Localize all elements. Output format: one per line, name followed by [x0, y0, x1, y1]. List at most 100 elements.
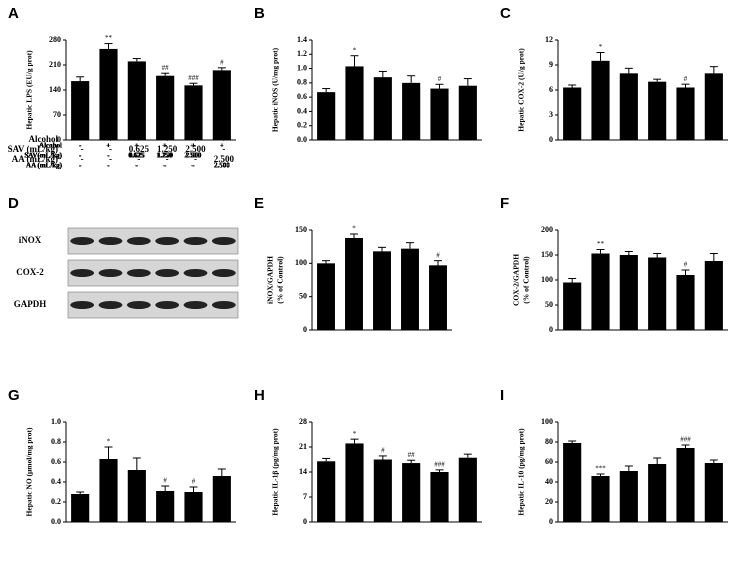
treatment-value: +: [190, 142, 194, 150]
treatment-label: SAV(mL/kg): [24, 152, 62, 160]
treatment-value: +: [220, 142, 224, 150]
treatment-label: Alcohol: [39, 142, 62, 150]
y-tick-label: 0.2: [297, 121, 307, 130]
y-tick-label: 0: [303, 325, 307, 334]
treatment-value: 0.625: [128, 152, 144, 160]
treatment-value: 2.500: [186, 152, 202, 160]
y-tick-label: 1.2: [297, 49, 307, 58]
treatment-value: -: [136, 162, 139, 170]
y-tick-label: 0.2: [51, 497, 61, 506]
treatment-value: 2.500: [214, 162, 230, 170]
significance-label: #: [684, 75, 688, 83]
treatment-value: 2.500: [186, 152, 202, 160]
panel-label: E: [254, 195, 264, 212]
treatment-value: +: [107, 142, 111, 150]
y-tick-label: 150: [295, 225, 307, 234]
treatment-value: -: [79, 162, 82, 170]
bar: [402, 463, 421, 522]
bar: [430, 88, 449, 140]
band-label: GAPDH: [14, 299, 47, 309]
bar: [345, 443, 364, 522]
y-axis-label: (% of Control): [276, 256, 285, 304]
treatment-value: +: [135, 142, 139, 150]
treatment-value: -: [136, 162, 139, 170]
bar: [317, 263, 335, 330]
treatment-value: -: [136, 162, 139, 170]
treatment-value: -: [79, 142, 82, 150]
y-tick-label: 6: [549, 85, 553, 94]
y-tick-label: 14: [299, 467, 307, 476]
treatment-label: SAV(mL/kg): [24, 152, 62, 160]
blot-band: [98, 237, 123, 245]
treatment-label: Alcohol: [39, 142, 62, 150]
treatment-value: -: [79, 142, 82, 150]
treatment-value: -: [107, 152, 110, 160]
y-tick-label: 50: [545, 300, 553, 309]
panel-label: A: [8, 5, 19, 22]
bar: [704, 73, 723, 140]
significance-label: ##: [162, 64, 170, 72]
treatment-value: 2.500: [186, 152, 202, 160]
blot-band: [211, 301, 236, 309]
treatment-label: SAV(mL/kg): [24, 152, 62, 160]
treatment-label: Alcohol: [39, 142, 62, 150]
significance-label: ***: [595, 465, 606, 473]
bar: [373, 459, 392, 522]
treatment-value: 1.250: [157, 144, 178, 154]
blot-band: [183, 237, 208, 245]
y-tick-label: 280: [49, 35, 61, 44]
bar: [704, 463, 723, 522]
bar: [619, 255, 638, 330]
bar: [71, 494, 90, 522]
blot-band: [98, 301, 123, 309]
treatment-label: Alcohol: [39, 142, 62, 150]
treatment-value: 1.250: [157, 152, 173, 160]
treatment-value: 0.625: [129, 152, 145, 160]
treatment-value: -: [79, 162, 82, 170]
treatment-value: 1.250: [157, 152, 173, 160]
treatment-value: +: [135, 142, 139, 150]
treatment-value: 1.250: [157, 152, 173, 160]
significance-label: *: [353, 46, 357, 54]
treatment-label: AA (mL/kg): [26, 162, 63, 170]
bar: [648, 81, 667, 140]
treatment-value: -: [221, 152, 224, 160]
treatment-value: -: [81, 134, 84, 144]
treatment-value: +: [107, 142, 111, 150]
significance-label: ###: [188, 74, 199, 82]
treatment-value: +: [192, 142, 196, 150]
bar: [676, 87, 695, 140]
bar: [563, 87, 582, 140]
bar: [402, 82, 421, 140]
y-tick-label: 100: [541, 417, 553, 426]
treatment-label: SAV(mL/kg): [24, 152, 62, 160]
bar: [156, 75, 175, 140]
treatment-value: -: [135, 162, 138, 170]
significance-label: ##: [408, 451, 416, 459]
treatment-value: 1.250: [157, 152, 173, 160]
treatment-value: -: [192, 162, 195, 170]
treatment-value: +: [163, 142, 167, 150]
blot-band: [70, 237, 95, 245]
significance-label: *: [353, 430, 357, 438]
treatment-value: 0.625: [129, 152, 145, 160]
treatment-label: SAV(mL/kg): [24, 152, 62, 160]
significance-label: ###: [680, 436, 691, 444]
treatment-label: AA (mL/kg): [26, 162, 63, 170]
y-axis-label: Hepatic LPS (EU/g prot): [25, 50, 34, 130]
treatment-value: -: [79, 162, 82, 170]
treatment-value: 2.500: [214, 162, 230, 170]
bar: [317, 461, 336, 522]
treatment-value: -: [192, 162, 195, 170]
treatment-value: +: [135, 142, 139, 150]
significance-label: *: [599, 43, 603, 51]
treatment-value: +: [192, 142, 196, 150]
y-tick-label: 40: [545, 477, 553, 486]
significance-label: #: [381, 447, 385, 455]
y-axis-label: Hepatic NO (μmol/mg prot): [25, 427, 34, 516]
blot-band: [70, 301, 95, 309]
treatment-value: +: [162, 142, 166, 150]
treatment-value: +: [192, 142, 196, 150]
treatment-value: -: [136, 162, 139, 170]
treatment-value: +: [134, 142, 138, 150]
